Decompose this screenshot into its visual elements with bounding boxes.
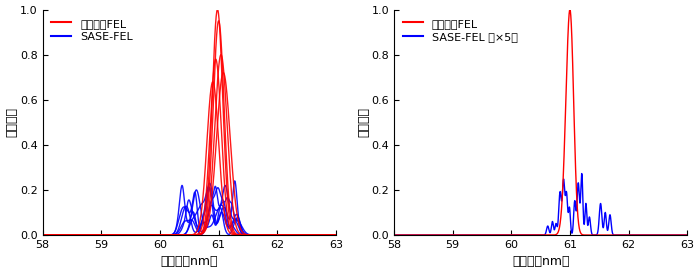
X-axis label: 波長　［nm］: 波長 ［nm］ — [512, 255, 569, 269]
Y-axis label: 光の強度: 光の強度 — [357, 107, 370, 137]
Legend: シード型FEL, SASE-FEL （×5）: シード型FEL, SASE-FEL （×5） — [400, 15, 521, 45]
Legend: シード型FEL, SASE-FEL: シード型FEL, SASE-FEL — [48, 15, 136, 45]
Y-axis label: 光の強度: 光の強度 — [6, 107, 19, 137]
X-axis label: 波長　［nm］: 波長 ［nm］ — [160, 255, 218, 269]
